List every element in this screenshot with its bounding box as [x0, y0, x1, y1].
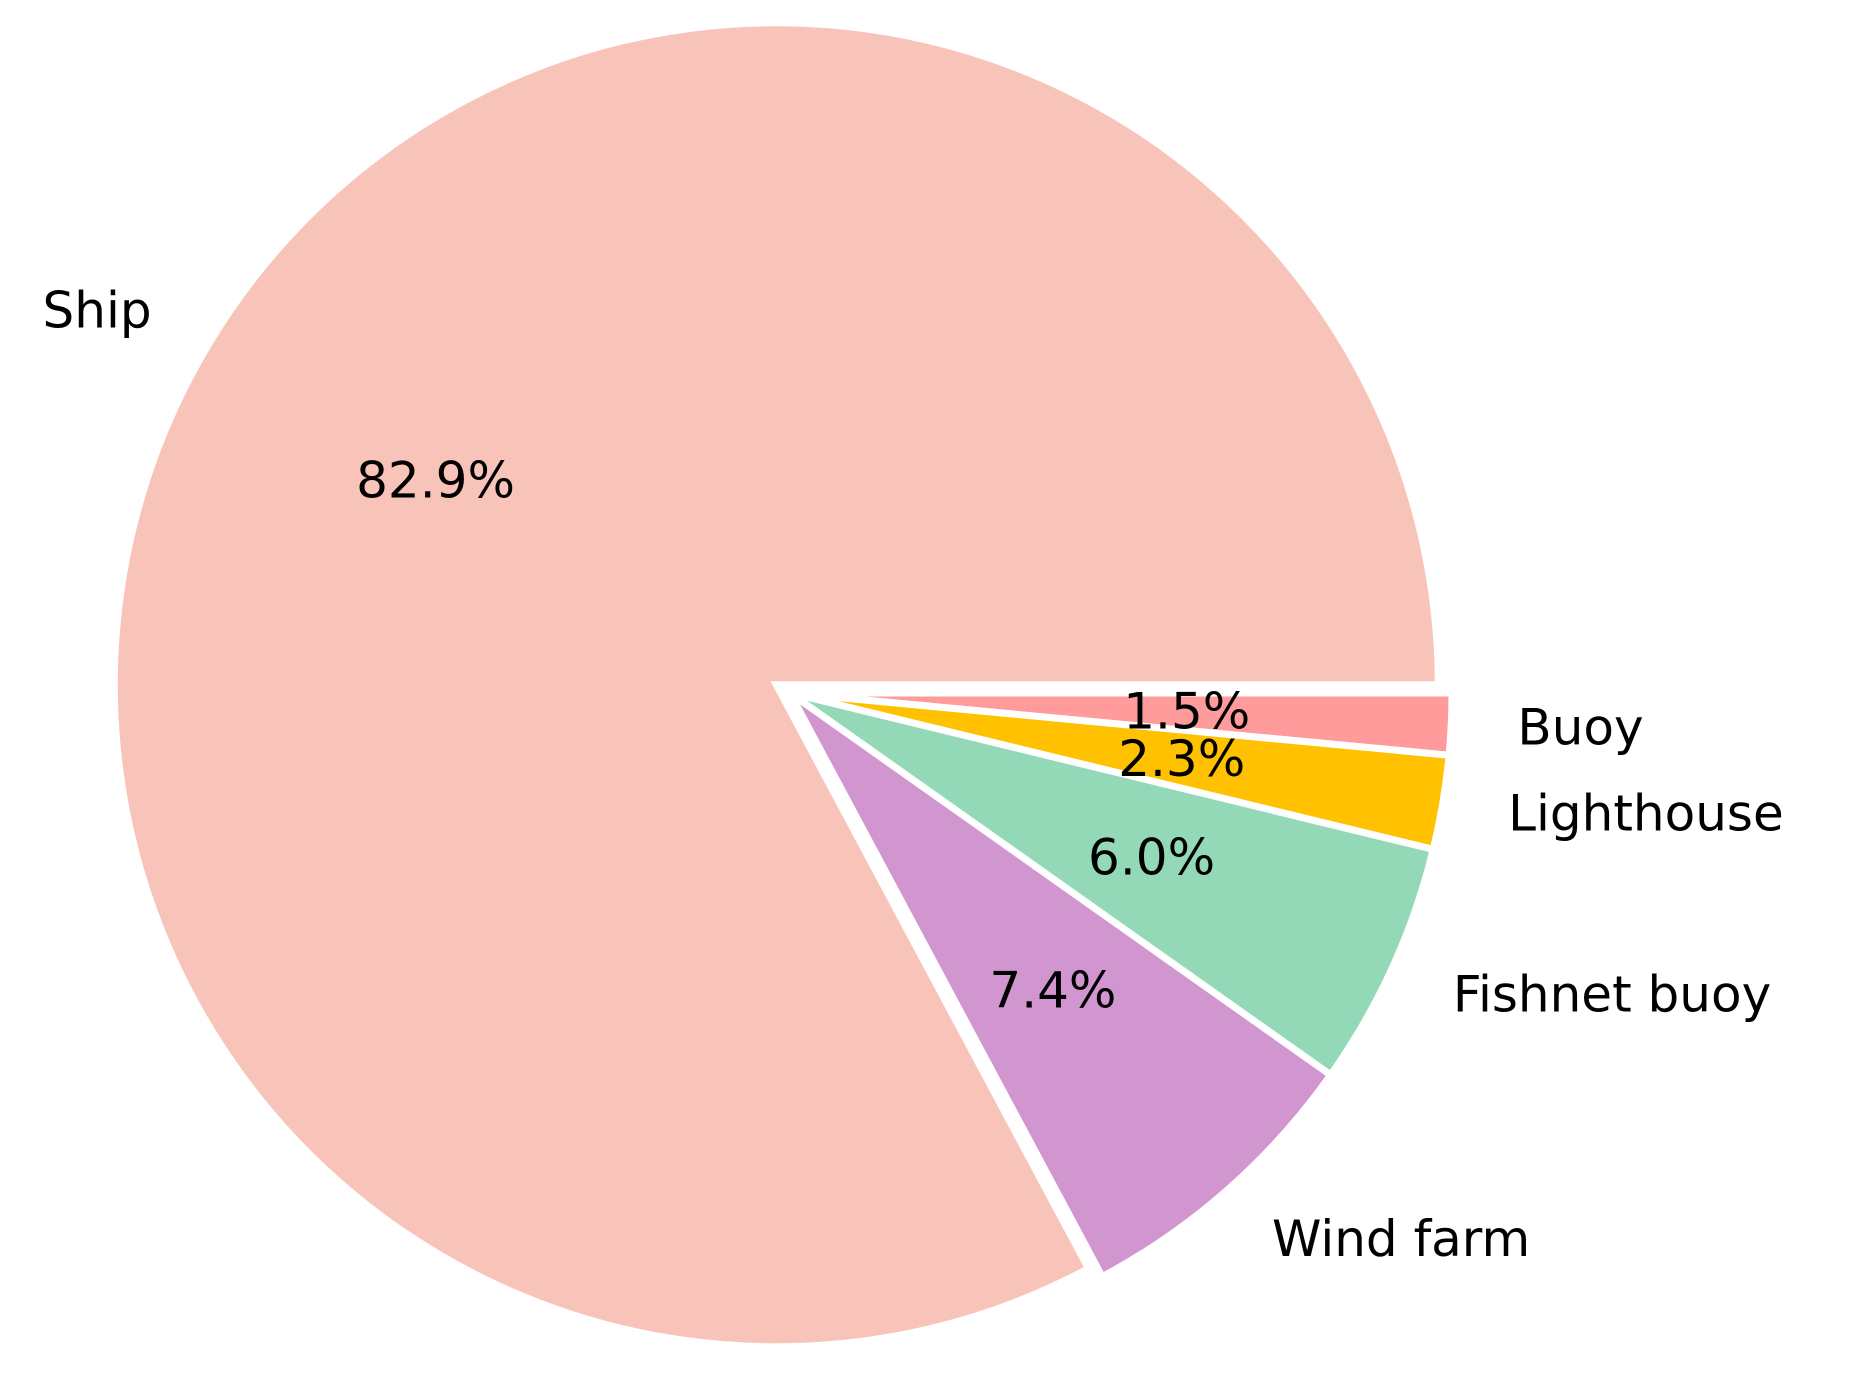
slice-label-lighthouse: Lighthouse — [1508, 785, 1784, 843]
slice-label-wind-farm: Wind farm — [1272, 1210, 1530, 1268]
pie-slice-fishnet-buoy — [787, 689, 1438, 1080]
pct-label-wind-farm: 7.4% — [989, 962, 1116, 1020]
pct-label-lighthouse: 2.3% — [1118, 730, 1245, 788]
pct-label-ship: 82.9% — [356, 452, 515, 510]
pie-slices — [110, 19, 1456, 1351]
slice-label-fishnet-buoy: Fishnet buoy — [1453, 965, 1771, 1023]
pie-slice-wind-farm — [786, 690, 1336, 1282]
slice-label-buoy: Buoy — [1517, 698, 1643, 756]
pie-labels: Buoy 1.5% Lighthouse 2.3% Fishnet buoy 6.0% Wi… — [43, 281, 1784, 1267]
slice-label-ship: Ship — [43, 281, 152, 339]
pie-slice-ship — [110, 19, 1442, 1351]
pct-label-fishnet-buoy: 6.0% — [1088, 828, 1215, 886]
pct-label-buoy: 1.5% — [1123, 683, 1250, 741]
